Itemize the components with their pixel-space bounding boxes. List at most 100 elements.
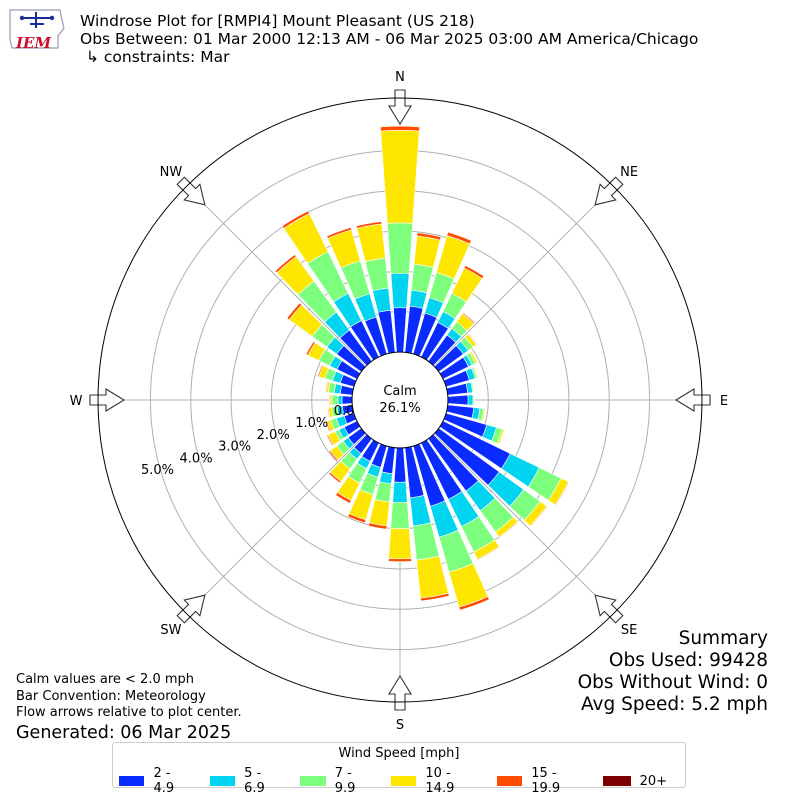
wind-bars (274, 125, 570, 611)
legend-swatch (602, 776, 631, 786)
wind-bar-segment (447, 394, 469, 406)
wind-bar-segment (274, 254, 297, 274)
calm-label: Calm (383, 384, 416, 399)
compass-arrow-icon (594, 594, 624, 624)
wind-bar-segment (390, 501, 410, 529)
wind-bar-segment (420, 592, 450, 602)
wind-bar-segment (327, 407, 331, 419)
wind-bar-segment (416, 555, 449, 599)
summary-panel: Summary Obs Used: 99428 Obs Without Wind… (578, 628, 768, 716)
wind-bar-segment (498, 520, 519, 538)
wind-bar-segment (325, 381, 329, 393)
wind-bar-segment (481, 408, 486, 422)
legend-swatch (390, 776, 417, 786)
compass-label: N (395, 70, 405, 85)
legend-label: 15 - 19.9 (531, 766, 561, 796)
compass-label: NE (620, 165, 638, 180)
compass-arrow-icon (388, 674, 412, 711)
compass-label: E (720, 394, 728, 409)
legend-label: 20+ (639, 773, 667, 789)
legend-item: 5 - 6.9 (209, 766, 283, 796)
outer-ring (97, 97, 703, 703)
compass-arrow-icon (388, 89, 412, 126)
wind-bar-segment (554, 481, 570, 506)
legend-swatch (300, 776, 326, 786)
wind-bar-segment (339, 384, 354, 396)
legend-item: 2 - 4.9 (119, 766, 192, 796)
legend-items: 2 - 4.9 5 - 6.9 7 - 9.9 10 - 14.9 15 - 19.9 2… (113, 766, 685, 796)
calm-circle (351, 351, 449, 449)
wind-bar-segment (393, 307, 407, 353)
wind-bar-segment (380, 129, 420, 224)
radial-tick-label: 2.0% (257, 428, 290, 443)
flow-note: Flow arrows relative to plot center. (16, 705, 242, 720)
avg-speed: Avg Speed: 5.2 mph (580, 694, 768, 715)
wind-bar-segment (416, 232, 442, 241)
wind-bar-segment (281, 210, 310, 229)
legend-label: 2 - 4.9 (153, 766, 175, 796)
compass-arrow-icon (176, 176, 206, 206)
legend-item: 7 - 9.9 (300, 766, 373, 796)
wind-bar-segment (341, 395, 353, 405)
legend-item: 10 - 14.9 (390, 766, 479, 796)
wind-bar-segment (355, 221, 383, 229)
wind-bar-segment (388, 527, 412, 560)
radial-tick-label: 1.0% (295, 416, 328, 431)
radial-tick-label: 3.0% (218, 440, 251, 455)
compass-label: W (70, 394, 83, 409)
radial-tick-labels: 0.0%1.0%2.0%3.0%4.0%5.0% (141, 404, 367, 478)
iowa-state-outline-icon (9, 9, 65, 49)
wind-bar-segment (413, 235, 441, 268)
wind-bar-segment (372, 287, 392, 313)
calm-note: Calm values are < 2.0 mph (16, 672, 195, 687)
legend-item: 20+ (602, 773, 667, 789)
wind-bar-segment (498, 429, 506, 445)
compass-label: SE (621, 623, 637, 638)
wind-bar-segment (473, 394, 475, 406)
legend: Wind Speed [mph] 2 - 4.9 5 - 6.9 7 - 9.9 10… (112, 742, 686, 796)
grid-spoke (186, 186, 367, 367)
wind-bar-segment (471, 350, 479, 363)
compass-arrow-icon (89, 388, 126, 412)
generated-date: Generated: 06 Mar 2025 (16, 722, 232, 743)
wind-bar-segment (326, 227, 352, 239)
wind-bar-segment (409, 495, 432, 527)
wind-bar-segment (458, 596, 490, 611)
wind-bar-segment (347, 513, 367, 524)
obs-used: Obs Used: 99428 (608, 650, 768, 671)
wind-bar-segment (337, 395, 343, 405)
logo-text: IEM (16, 34, 52, 52)
wind-bar-segment (462, 312, 476, 324)
radial-tick-label: 5.0% (141, 463, 174, 478)
wind-bar-segment (374, 481, 392, 503)
wind-bar-segment (368, 522, 388, 530)
wind-bar-segment (356, 223, 386, 262)
wind-bar-segment (364, 257, 389, 292)
wind-bar-segment (387, 222, 413, 275)
summary-heading: Summary (678, 628, 768, 649)
legend-label: 10 - 14.9 (425, 766, 455, 796)
legend-label: 5 - 6.9 (244, 766, 265, 796)
compass-arrow-icon (674, 388, 711, 412)
wind-bar-segment (305, 341, 316, 356)
wind-bar-segment (390, 273, 410, 309)
wind-bar-segment (392, 481, 408, 503)
compass-arrows (89, 89, 711, 711)
legend-swatch (496, 776, 523, 786)
wind-bar-segment (467, 333, 478, 346)
legend-title: Wind Speed [mph] (338, 746, 460, 761)
wind-bar-segment (473, 366, 479, 379)
compass-label: SW (160, 623, 181, 638)
grid-spoke (433, 186, 614, 367)
wind-bar-segment (335, 492, 352, 504)
wind-bar-segment (409, 289, 428, 309)
wind-bar-segment (393, 447, 407, 483)
calm-value: 26.1% (379, 401, 420, 416)
radial-tick-label: 4.0% (180, 451, 213, 466)
wind-bar-segment (368, 498, 390, 527)
title-line-station: Windrose Plot for [RMPI4] Mount Pleasant… (80, 12, 475, 30)
wind-bar-segment (380, 125, 420, 132)
title-line-period: Obs Between: 01 Mar 2000 12:13 AM - 06 M… (80, 30, 699, 48)
compass-label: S (396, 718, 404, 733)
